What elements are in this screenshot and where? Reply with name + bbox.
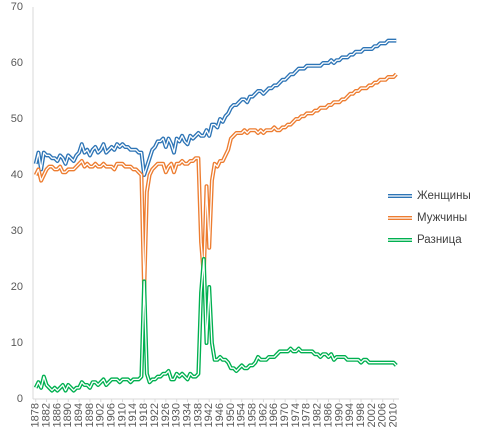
x-tick-label: 2010: [387, 403, 399, 427]
x-tick-label: 1910: [116, 403, 128, 427]
x-tick-label: 1974: [290, 403, 302, 427]
x-tick-label: 1934: [181, 403, 193, 427]
x-tick-label: 1930: [171, 403, 183, 427]
x-tick-label: 1914: [127, 403, 139, 427]
y-tick-label: 60: [11, 57, 23, 69]
x-tick-label: 1950: [225, 403, 237, 427]
x-tick-label: 1982: [312, 403, 324, 427]
y-tick-label: 70: [11, 1, 23, 13]
x-tick-label: 1998: [355, 403, 367, 427]
line: [33, 72, 398, 295]
x-tick-label: 1918: [138, 403, 150, 427]
line: [33, 257, 398, 393]
line-inner: [35, 258, 397, 392]
x-tick-label: 1894: [73, 403, 85, 427]
x-tick-label: 1882: [40, 403, 52, 427]
x-tick-label: 1890: [62, 403, 74, 427]
x-tick-label: 1926: [160, 403, 172, 427]
x-tick-label: 1878: [30, 403, 42, 427]
y-tick-label: 20: [11, 281, 23, 293]
y-tick-label: 30: [11, 225, 23, 237]
x-tick-label: 1886: [51, 403, 63, 427]
x-tick-label: 1962: [257, 403, 269, 427]
legend-text: Разница: [417, 234, 462, 246]
y-tick-label: 40: [11, 169, 23, 181]
x-tick-label: 1906: [106, 403, 118, 427]
x-tick-label: 1990: [333, 403, 345, 427]
x-tick-label: 1946: [214, 403, 226, 427]
x-tick-label: 1942: [203, 403, 215, 427]
x-tick-label: 2006: [377, 403, 389, 427]
x-tick-label: 1954: [236, 403, 248, 427]
x-tick-label: 2002: [366, 403, 378, 427]
x-tick-label: 1958: [247, 403, 259, 427]
y-tick-label: 50: [11, 113, 23, 125]
x-tick-label: 1938: [192, 403, 204, 427]
legend-text: Женщины: [417, 190, 471, 202]
y-tick-label: 0: [17, 393, 23, 405]
x-tick-label: 1898: [84, 403, 96, 427]
x-tick-label: 1978: [301, 403, 313, 427]
x-tick-label: 1970: [279, 403, 291, 427]
x-tick-label: 1902: [95, 403, 107, 427]
line-inner: [35, 39, 397, 176]
legend-text: Мужчины: [417, 212, 467, 224]
x-tick-label: 1922: [149, 403, 161, 427]
y-tick-label: 10: [11, 337, 23, 349]
x-tick-label: 1986: [322, 403, 334, 427]
x-tick-label: 1966: [268, 403, 280, 427]
line-inner: [35, 73, 397, 294]
x-tick-label: 1994: [344, 403, 356, 427]
